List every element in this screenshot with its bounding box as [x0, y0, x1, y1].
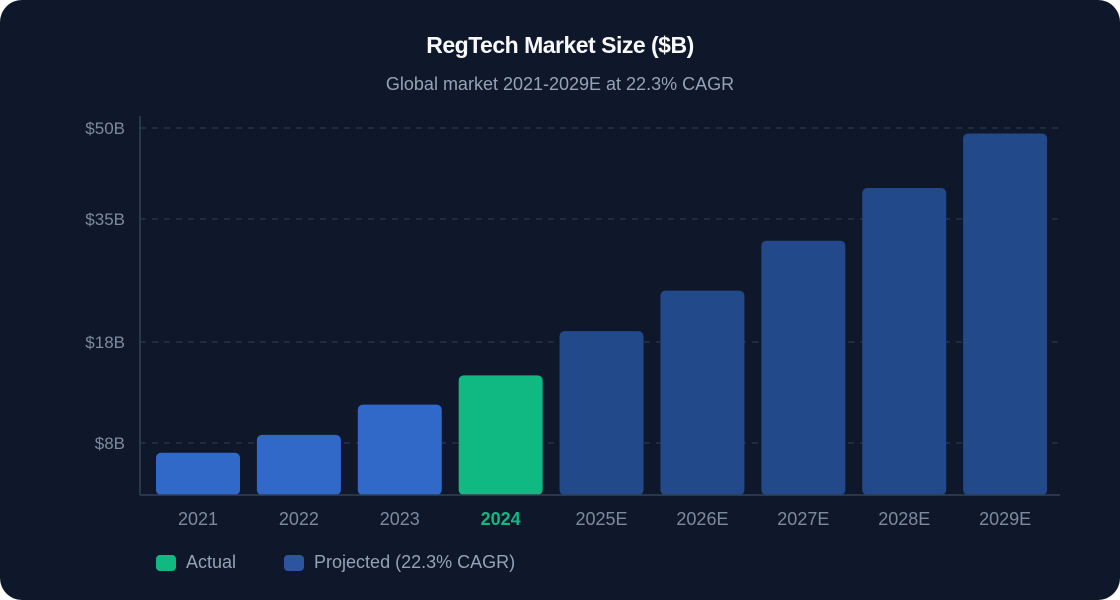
bar-2029e[interactable] [963, 133, 1048, 495]
bar-2027e[interactable] [761, 240, 846, 495]
x-tick-label-2027e: 2027E [777, 509, 829, 529]
legend-swatch-actual [156, 554, 176, 571]
legend: Actual Projected (22.3% CAGR) [156, 552, 563, 573]
bar-2021[interactable] [156, 452, 240, 495]
x-tick-label-2028e: 2028E [878, 509, 930, 529]
x-tick-label-2024: 2024 [481, 509, 521, 529]
y-tick-label: $50B [85, 119, 125, 138]
y-tick-label: $18B [85, 333, 125, 352]
legend-swatch-projected [284, 554, 305, 571]
legend-label-actual: Actual [186, 552, 237, 572]
bars [156, 133, 1048, 495]
y-tick-label: $35B [85, 210, 125, 229]
legend-item-actual[interactable]: Actual [156, 552, 236, 573]
chart-title: RegTech Market Size ($B) [426, 32, 694, 58]
bar-2026e[interactable] [660, 290, 745, 495]
x-tick-label-2022: 2022 [279, 509, 319, 529]
bar-2024[interactable] [458, 375, 543, 495]
bar-2028e[interactable] [862, 188, 947, 495]
x-tick-labels: 2021 2022 2023 2024 2025E 2026E 2027E 2028E 2029… [178, 509, 1031, 529]
x-tick-label-2025e: 2025E [576, 509, 628, 529]
x-tick-label-2021: 2021 [178, 509, 218, 529]
x-tick-label-2026e: 2026E [676, 509, 728, 529]
bar-2025e[interactable] [559, 331, 644, 495]
y-tick-labels: $8B $18B $35B $50B [85, 119, 125, 453]
x-tick-label-2023: 2023 [380, 509, 420, 529]
bar-2022[interactable] [256, 434, 341, 495]
legend-label-projected: Projected (22.3% CAGR) [314, 552, 516, 572]
legend-item-projected[interactable]: Projected (22.3% CAGR) [284, 552, 515, 573]
chart-subtitle: Global market 2021-2029E at 22.3% CAGR [385, 74, 735, 94]
bar-2023[interactable] [357, 404, 442, 495]
x-tick-label-2029e: 2029E [979, 509, 1031, 529]
y-tick-label: $8B [95, 434, 125, 453]
